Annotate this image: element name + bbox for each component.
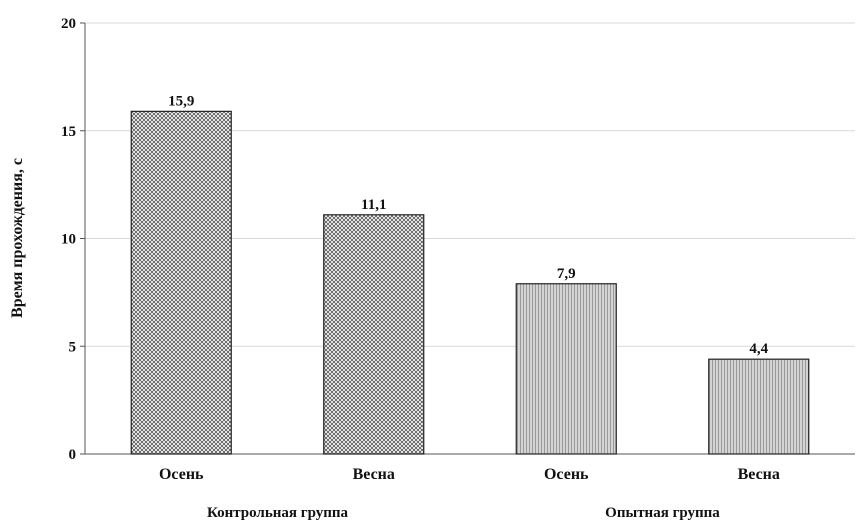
bar: [130, 110, 232, 455]
y-tick-label: 5: [69, 339, 77, 355]
bars: [130, 110, 810, 455]
x-group-label: Контрольная группа: [207, 505, 349, 521]
labels: 15,9 Осень 11,1 Весна 7,9 Осень 4,4 Весна Контро…: [159, 93, 780, 521]
y-tick-label: 15: [61, 124, 76, 140]
bar-value-label: 11,1: [361, 197, 386, 213]
bar-value-label: 15,9: [168, 93, 194, 109]
x-category-label: Весна: [738, 466, 780, 483]
bar: [515, 283, 617, 455]
y-tick-label: 10: [61, 232, 76, 248]
y-tick-label: 0: [69, 447, 77, 463]
y-axis-label: Время прохождения, с: [9, 158, 26, 318]
x-category-label: Весна: [353, 466, 395, 483]
y-tick-label: 20: [61, 16, 76, 32]
bar: [708, 358, 810, 455]
x-category-label: Осень: [159, 466, 204, 483]
x-category-label: Осень: [544, 466, 589, 483]
x-group-label: Опытная группа: [605, 505, 720, 521]
bar-value-label: 4,4: [749, 341, 768, 357]
bar-value-label: 7,9: [557, 266, 576, 282]
bar: [323, 214, 425, 455]
